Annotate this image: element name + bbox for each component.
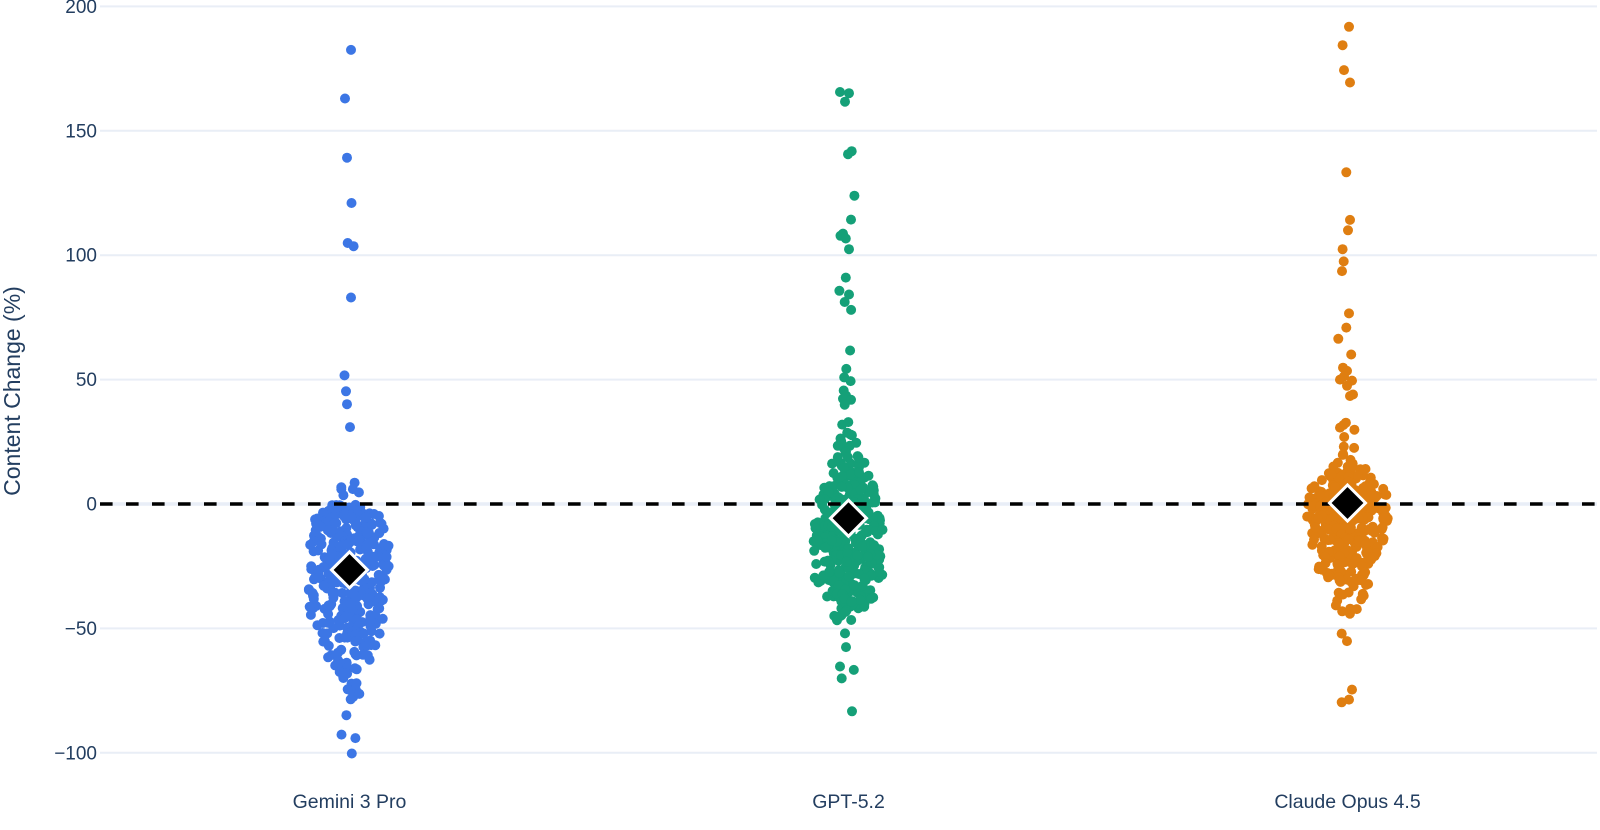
svg-text:−50: −50 — [65, 619, 97, 640]
svg-text:Content Change (%): Content Change (%) — [0, 286, 25, 496]
svg-text:150: 150 — [65, 121, 97, 142]
svg-text:Gemini 3 Pro: Gemini 3 Pro — [293, 791, 407, 813]
svg-text:200: 200 — [65, 0, 97, 18]
svg-text:100: 100 — [65, 246, 97, 267]
svg-text:Claude Opus 4.5: Claude Opus 4.5 — [1274, 791, 1421, 813]
svg-text:50: 50 — [76, 370, 97, 391]
svg-text:GPT-5.2: GPT-5.2 — [812, 791, 885, 813]
svg-text:−100: −100 — [54, 743, 97, 764]
svg-text:0: 0 — [86, 495, 97, 516]
